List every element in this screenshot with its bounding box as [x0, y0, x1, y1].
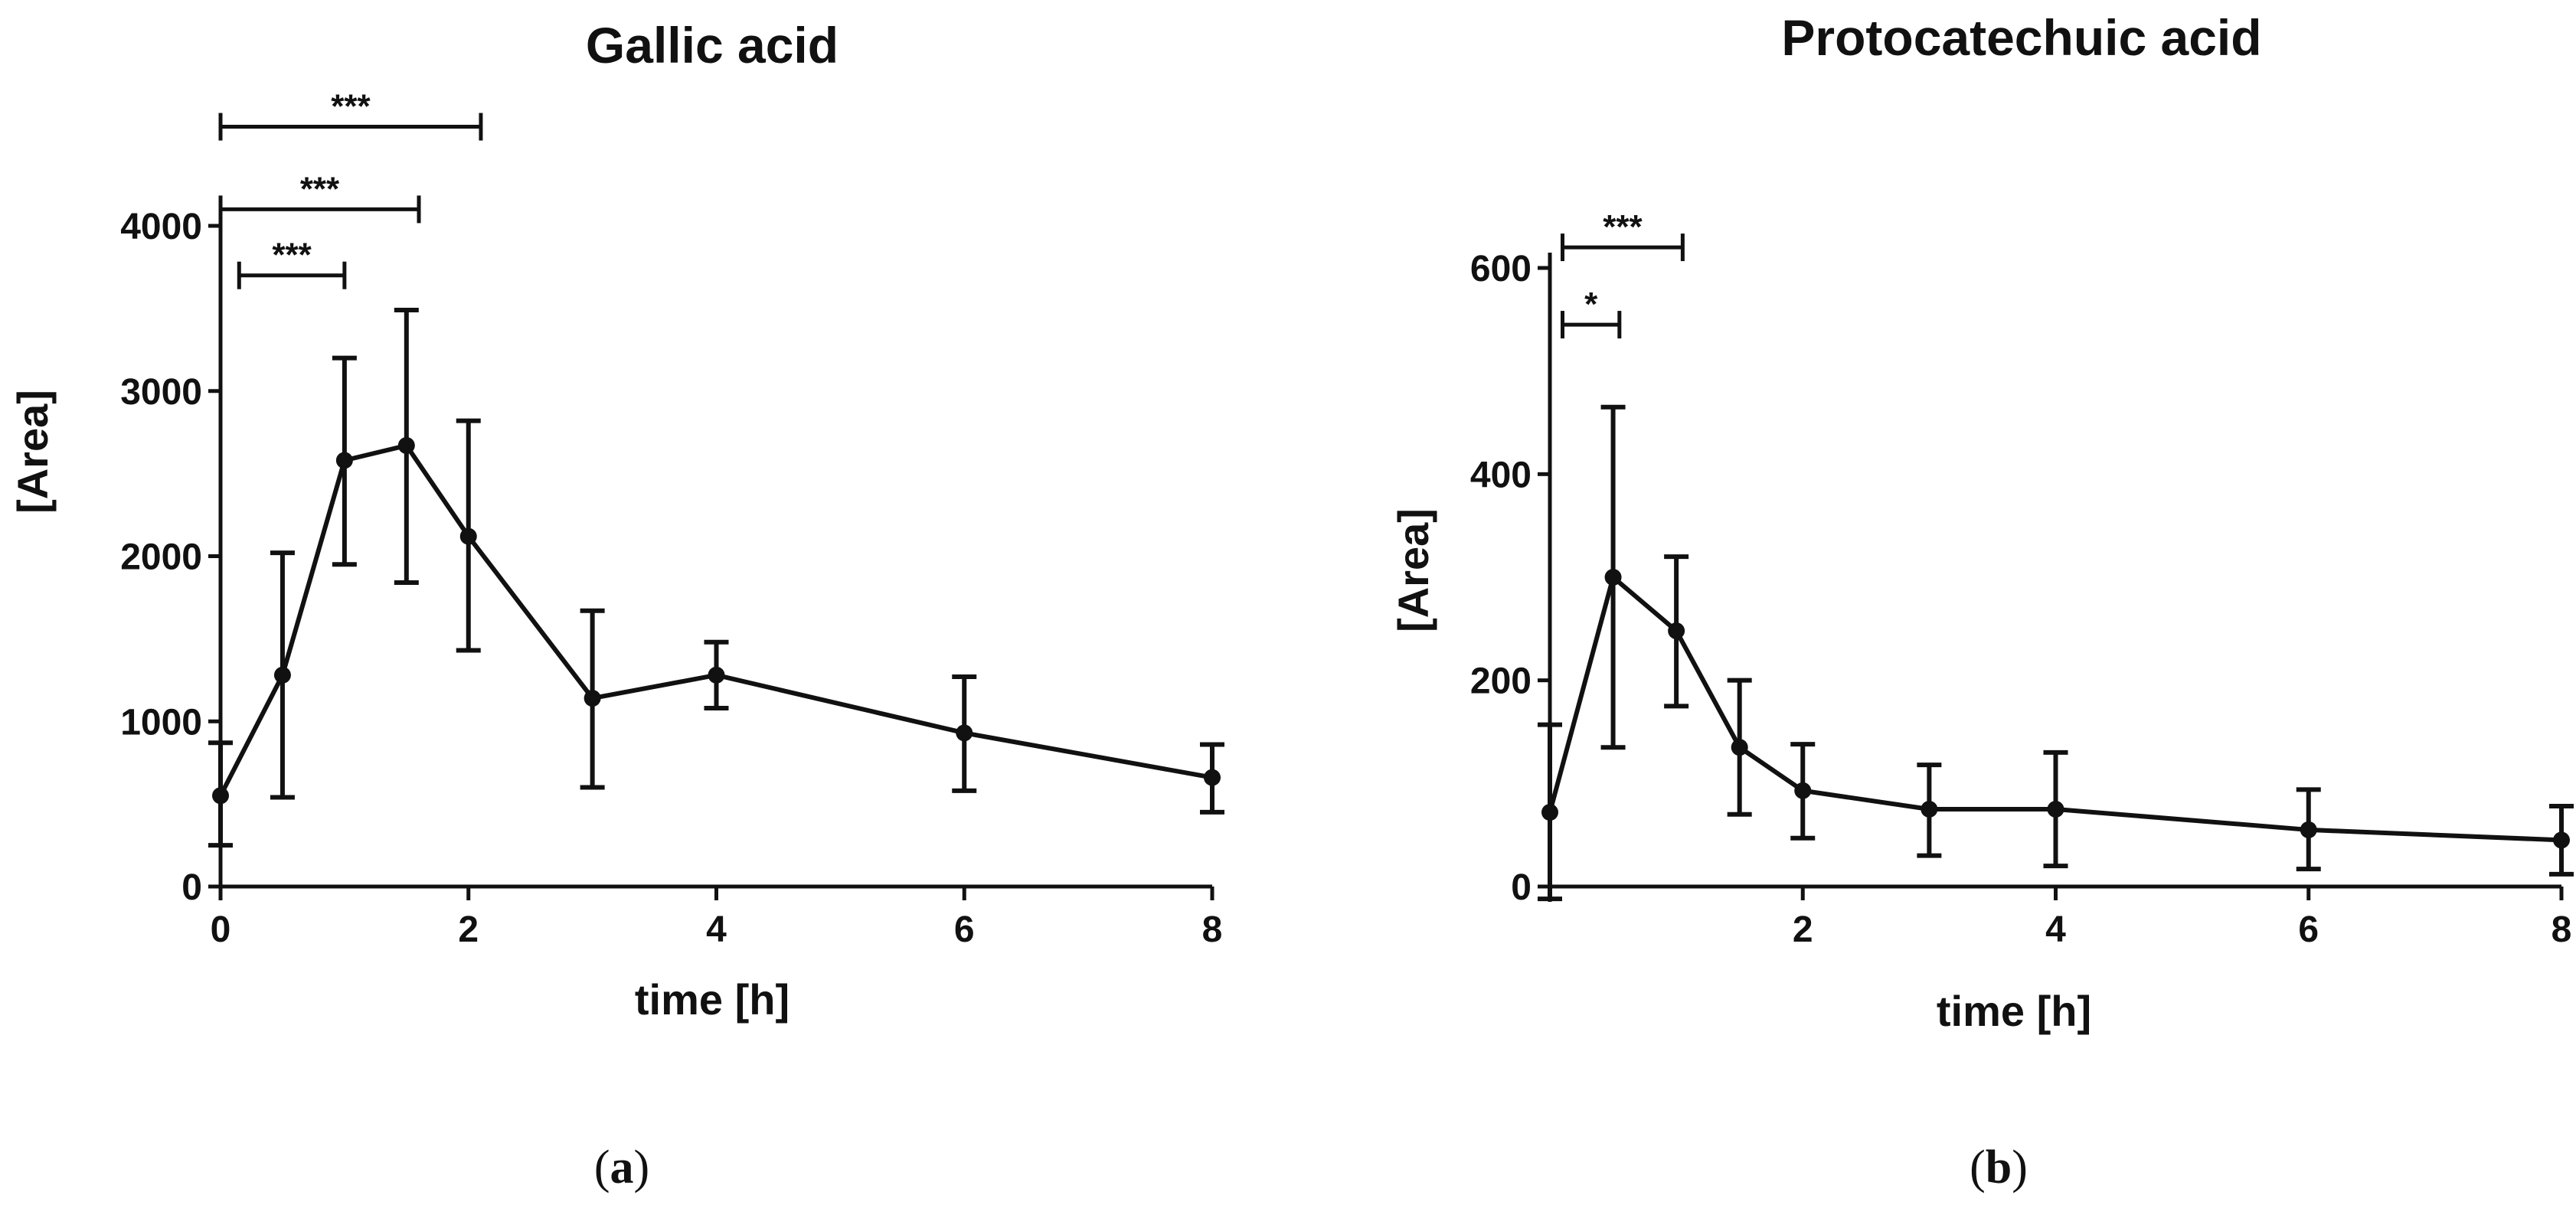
panel-b-protocatechuic-acid: Protocatechuic acid [Area] time [h] 0 200…	[1389, 9, 2574, 1194]
significance-label: ***	[272, 237, 312, 274]
panel-a-gallic-acid: Gallic acid [Area] time [h] 0 1000 2000 300…	[8, 17, 1224, 1194]
panel-label-b: (b)	[1970, 1141, 2028, 1194]
panel-label-open: (	[1970, 1141, 1986, 1194]
y-axis-label: [Area]	[1389, 508, 1437, 632]
data-point	[1668, 622, 1685, 640]
data-point	[273, 666, 291, 684]
data-point	[2047, 801, 2064, 818]
x-axis-label: time [h]	[635, 975, 789, 1024]
data-point	[1794, 782, 1812, 799]
x-tick-label: 6	[2298, 909, 2319, 950]
panel-label-letter: a	[610, 1141, 634, 1194]
x-tick-label: 0	[211, 909, 231, 950]
x-tick-label: 8	[1202, 909, 1223, 950]
x-tick-label: 8	[2551, 909, 2572, 950]
y-tick-label: 4000	[120, 207, 202, 247]
significance-label: ***	[1603, 208, 1643, 246]
significance-label: ***	[300, 170, 340, 207]
significance-label: *	[1584, 286, 1598, 323]
panel-label-letter: b	[1986, 1141, 2012, 1194]
panel-label-close: )	[2012, 1141, 2028, 1194]
data-point	[1921, 801, 1938, 818]
data-point	[1541, 804, 1558, 821]
x-tick-label: 2	[1793, 909, 1813, 950]
y-axis-label: [Area]	[8, 390, 57, 514]
x-tick-label: 4	[2045, 909, 2066, 950]
data-point	[708, 666, 725, 684]
series-line	[218, 442, 1213, 797]
y-tick-label: 400	[1470, 455, 1532, 495]
data-point	[1604, 569, 1622, 586]
y-tick-label: 200	[1470, 661, 1532, 702]
significance-label: ***	[331, 88, 371, 126]
x-axis-label: time [h]	[1937, 987, 2091, 1035]
data-point	[2553, 831, 2570, 849]
data-point	[212, 787, 229, 805]
y-tick-label: 600	[1470, 249, 1532, 289]
y-tick-label: 2000	[120, 537, 202, 578]
data-point	[1731, 739, 1748, 756]
data-point	[2300, 821, 2317, 838]
plot-area: 0 1000 2000 3000 4000 0 2 4 6 8 *** *** ***	[120, 88, 1224, 950]
y-tick-label: 0	[1511, 867, 1532, 908]
x-tick-label: 2	[458, 909, 479, 950]
data-point	[584, 690, 601, 707]
x-tick-label: 4	[706, 909, 727, 950]
chart-title: Gallic acid	[586, 17, 839, 73]
y-tick-label: 0	[181, 867, 202, 908]
data-point	[397, 436, 415, 454]
data-point	[335, 452, 353, 469]
y-tick-label: 1000	[120, 702, 202, 743]
y-tick-label: 3000	[120, 372, 202, 413]
data-point	[1204, 769, 1221, 786]
panel-label-close: )	[634, 1141, 650, 1194]
x-tick-label: 6	[954, 909, 975, 950]
panel-label-a: (a)	[594, 1141, 649, 1194]
data-point	[459, 527, 477, 545]
chart-title: Protocatechuic acid	[1781, 9, 2261, 66]
data-point	[956, 724, 973, 742]
panel-label-open: (	[594, 1141, 610, 1194]
